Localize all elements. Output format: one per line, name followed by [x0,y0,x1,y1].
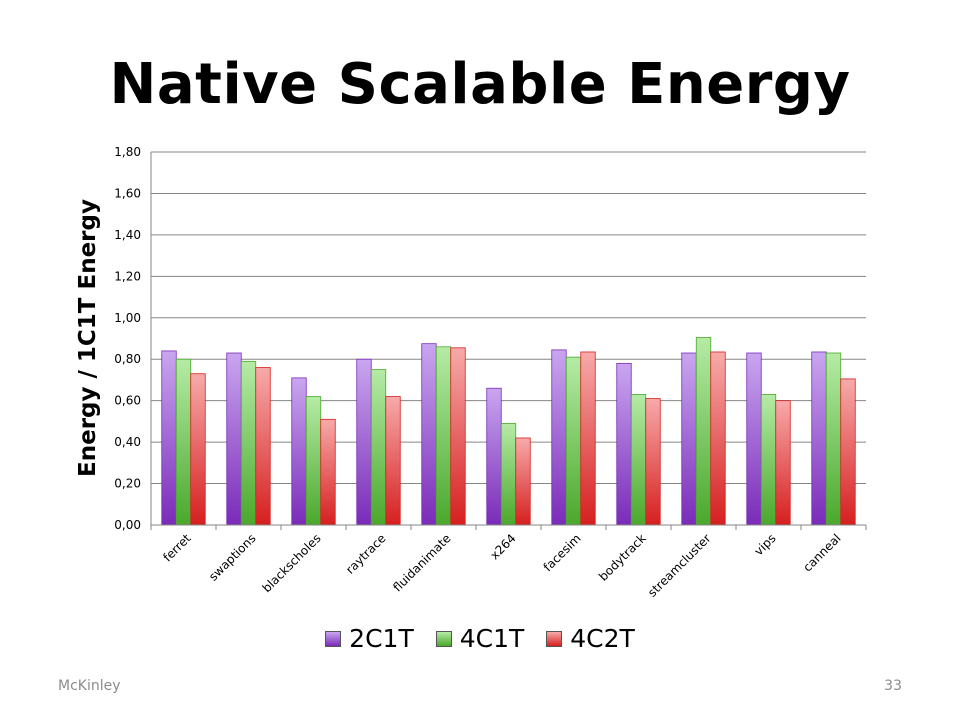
x-tick-label: facesim [541,531,584,574]
bar-4C1T-swaptions [240,360,257,526]
bar-4C1T-facesim [565,356,582,526]
y-tick-label: 0,00 [114,518,141,532]
y-tick-label: 0,20 [114,477,141,491]
page-number: 33 [884,678,902,694]
x-tick-label: blackscholes [260,531,324,595]
bar-2C1T-facesim [551,349,567,526]
bar-4C2T-bodytrack [645,398,661,526]
legend-swatch [546,630,563,647]
bar-4C2T-fluidanimate [450,347,466,526]
bar-4C2T-canneal [840,378,856,526]
x-tick-label: fluidanimate [390,531,453,594]
bar-4C2T-streamcluster [710,351,726,526]
y-tick-label: 1,00 [114,311,141,325]
bar-4C2T-vips [775,400,791,526]
bar-2C1T-swaptions [226,352,242,526]
axes [150,152,867,530]
y-tick-label: 0,60 [114,394,141,408]
bar-2C1T-blackscholes [291,377,307,526]
tick-labels: 0,00 0,20 0,40 0,60 0,80 1,00 1,20 1,40 1,60 1,80… [114,145,843,600]
bar-2C1T-fluidanimate [421,343,437,526]
x-tick-label: streamcluster [645,531,714,600]
legend-item-4C2T: 4C2T [546,624,635,653]
legend-swatch [325,630,342,647]
bar-4C1T-bodytrack [630,394,647,526]
bar-4C1T-streamcluster [695,337,712,526]
x-tick-label: x264 [487,531,518,562]
bar-2C1T-raytrace [356,358,372,526]
footer-author: McKinley [58,678,121,694]
x-tick-label: vips [752,531,779,558]
bar-4C1T-canneal [825,352,842,526]
bar-4C1T-fluidanimate [435,346,452,526]
bar-4C2T-swaptions [255,367,271,526]
y-tick-label: 0,80 [114,352,141,366]
bar-4C2T-ferret [190,373,206,526]
legend-label: 4C2T [570,624,635,653]
legend-item-4C1T: 4C1T [435,624,525,653]
y-tick-label: 0,40 [114,435,141,449]
bar-4C2T-blackscholes [320,418,336,526]
x-tick-label: bodytrack [596,531,649,584]
x-tick-label: canneal [800,531,843,574]
y-tick-label: 1,80 [114,145,141,159]
legend-item-2C1T: 2C1T [325,624,414,653]
y-tick-label: 1,60 [114,186,141,200]
x-tick-label: swaptions [206,531,259,584]
bar-2C1T-ferret [161,350,177,526]
legend-label: 2C1T [349,624,414,653]
slide-title: Native Scalable Energy [109,52,851,117]
chart-legend: 2C1T 4C1T 4C2T [0,624,960,653]
bar-4C1T-ferret [175,358,192,526]
bar-4C2T-x264 [515,437,531,526]
bar-4C1T-blackscholes [305,396,322,526]
bar-2C1T-bodytrack [616,362,632,526]
x-tick-label: ferret [160,531,194,565]
y-tick-label: 1,40 [114,228,141,242]
bar-2C1T-streamcluster [681,352,697,526]
bars [161,337,856,526]
bar-2C1T-x264 [486,387,502,526]
bar-4C2T-facesim [580,351,596,526]
bar-2C1T-canneal [811,351,827,526]
legend-swatch [435,630,452,647]
bar-4C1T-vips [760,394,777,526]
x-tick-label: raytrace [343,531,389,577]
bar-4C2T-raytrace [385,396,401,526]
legend-label: 4C1T [459,624,525,653]
bar-2C1T-vips [746,352,762,526]
bar-4C1T-raytrace [370,369,387,526]
bar-4C1T-x264 [500,423,517,526]
y-tick-label: 1,20 [114,269,141,283]
y-axis-label: Energy / 1C1T Energy [75,199,101,477]
